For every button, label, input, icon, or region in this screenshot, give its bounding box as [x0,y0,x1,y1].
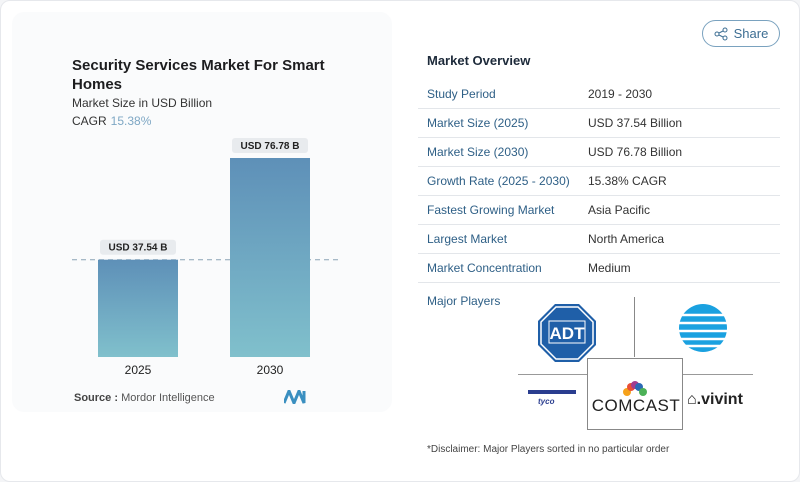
att-logo [678,304,728,352]
bar-2025 [98,259,178,357]
nbc-peacock-icon [623,381,647,396]
vivint-logo: ⌂.vivint [687,391,743,408]
cagr: CAGR 15.38% [72,114,151,128]
chart-subtitle: Market Size in USD Billion [72,96,213,110]
overview-row: Market Size (2025) USD 37.54 Billion [418,109,780,138]
svg-text:tyco: tyco [538,397,555,406]
tyco-logo: tyco [528,390,576,406]
overview-row: Study Period 2019 - 2030 [418,80,780,109]
overview-value: Asia Pacific [588,203,651,217]
overview-row: Largest Market North America [418,225,780,254]
data-label-bg [232,138,308,153]
adt-logo: ADT [538,304,596,362]
chart-card [12,12,392,412]
overview-value: North America [588,232,665,246]
overview-row: Market Concentration Medium [418,254,780,283]
cagr-label: CAGR [72,114,107,128]
share-label: Share [733,26,769,41]
source-value: Mordor Intelligence [121,392,215,404]
data-label: USD 37.54 B [109,243,168,254]
comcast-logo: COMCAST [591,396,681,415]
overview-value: USD 76.78 Billion [588,145,683,159]
overview-key: Market Size (2025) [427,116,529,130]
x-tick-label: 2025 [125,363,152,377]
svg-text:ADT: ADT [550,324,586,343]
cagr-value: 15.38% [110,114,152,128]
overview-value: 15.38% CAGR [588,174,667,188]
chart-title: Security Services Market For Smart Homes [72,57,325,93]
overview-key: Fastest Growing Market [427,203,555,217]
overview-key: Study Period [427,87,496,101]
overview-value: USD 37.54 Billion [588,116,683,130]
overview-row: Growth Rate (2025 - 2030) 15.38% CAGR [418,167,780,196]
overview-title: Market Overview [427,53,531,68]
data-label: USD 76.78 B [241,141,300,152]
overview-key: Largest Market [427,232,508,246]
overview-row: Fastest Growing Market Asia Pacific [418,196,780,225]
overview-value: 2019 - 2030 [588,87,653,101]
share-button[interactable]: Share [702,20,780,47]
share-icon [714,27,728,40]
overview-key: Growth Rate (2025 - 2030) [427,174,570,188]
source: Source : Mordor Intelligence [74,392,215,404]
bar-2030 [230,158,310,357]
major-players-label: Major Players [427,294,501,308]
overview-key: Market Size (2030) [427,145,529,159]
mordor-logo-icon [284,390,306,404]
bar-chart: USD 37.54 B 2025 USD 76.78 B 2030 [72,138,338,377]
overview-row: Market Size (2030) USD 76.78 Billion [418,138,780,167]
disclaimer: *Disclaimer: Major Players sorted in no … [427,444,670,455]
x-tick-label: 2030 [257,363,284,377]
data-label-bg [100,239,176,255]
overview-key: Market Concentration [427,261,542,275]
overview-value: Medium [588,261,631,275]
source-label: Source : [74,392,119,404]
